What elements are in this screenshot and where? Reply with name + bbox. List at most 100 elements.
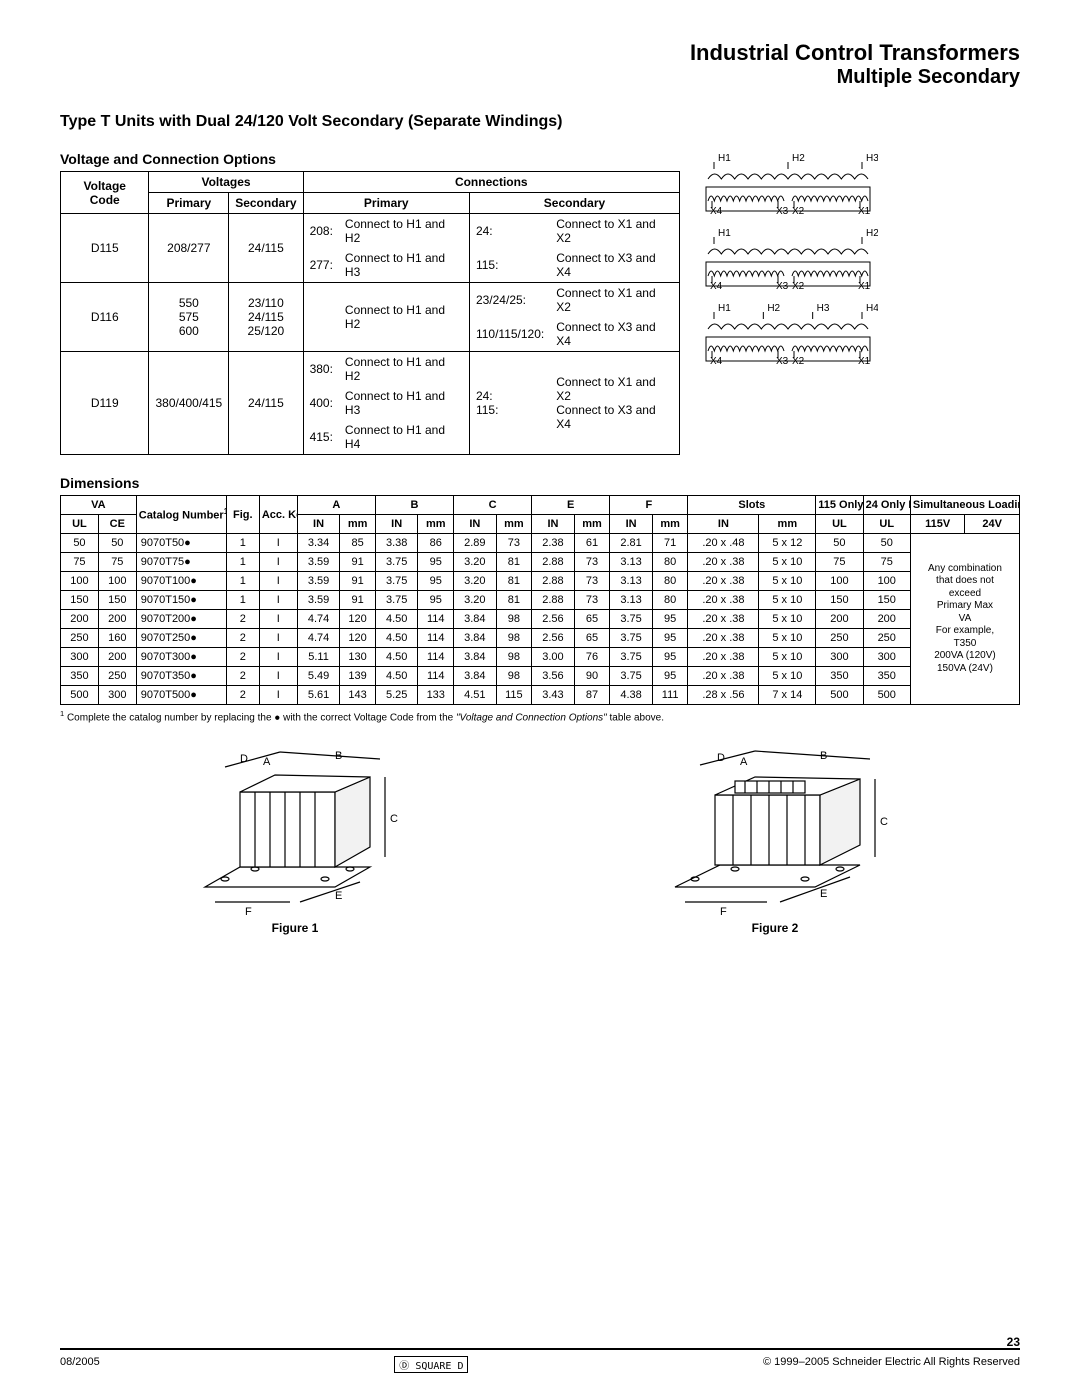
- cell: 300: [98, 686, 136, 705]
- cell: I: [259, 610, 297, 629]
- cell: 2.88: [532, 553, 575, 572]
- cell: .20 x .38: [688, 591, 759, 610]
- th: UL: [61, 515, 99, 534]
- cell: 3.75: [610, 610, 653, 629]
- cell: 81: [496, 572, 532, 591]
- cell: I: [259, 686, 297, 705]
- svg-text:H3: H3: [817, 303, 830, 314]
- winding-diagram: H1H2X4X3X2X1: [698, 226, 878, 293]
- cell: Connect to H1 and H2: [339, 214, 470, 249]
- cell: 250: [863, 629, 910, 648]
- th-text: Catalog Number: [139, 510, 224, 522]
- cell: 4.38: [610, 686, 653, 705]
- cell: I: [259, 591, 297, 610]
- svg-text:A: A: [263, 756, 271, 768]
- th: mm: [759, 515, 816, 534]
- th-primary-c: Primary: [303, 193, 469, 214]
- doc-header: Industrial Control Transformers Multiple…: [60, 40, 1020, 89]
- cell: 9070T200●: [136, 610, 226, 629]
- cell: 3.59: [297, 572, 340, 591]
- cell: 9070T75●: [136, 553, 226, 572]
- dim-footnote: 1 Complete the catalog number by replaci…: [60, 705, 1020, 723]
- cell: 9070T350●: [136, 667, 226, 686]
- cell: 65: [574, 610, 610, 629]
- cell: 143: [340, 686, 376, 705]
- cell: 114: [418, 610, 454, 629]
- cell: 9070T50●: [136, 534, 226, 553]
- table-row: 50509070T50●1I3.34853.38862.89732.38612.…: [61, 534, 1020, 553]
- cell: 3.59: [297, 553, 340, 572]
- cell: 87: [574, 686, 610, 705]
- cell: 5.49: [297, 667, 340, 686]
- cell-code: D115: [61, 214, 149, 283]
- cell: 200: [61, 610, 99, 629]
- cell: 250: [98, 667, 136, 686]
- th: mm: [418, 515, 454, 534]
- th: Acc. Key: [259, 496, 297, 534]
- th: F: [610, 496, 688, 515]
- cell: Connect to H1 and H3: [339, 386, 470, 420]
- cell: Connect to X1 and X2: [550, 283, 679, 318]
- svg-text:H2: H2: [792, 153, 805, 164]
- cell: 61: [574, 534, 610, 553]
- cell: 200: [863, 610, 910, 629]
- cell: 5 x 10: [759, 572, 816, 591]
- cell: 3.38: [375, 534, 418, 553]
- cell: .20 x .38: [688, 629, 759, 648]
- svg-text:D: D: [240, 753, 248, 765]
- cell: 250: [816, 629, 863, 648]
- th: IN: [297, 515, 340, 534]
- th: mm: [652, 515, 688, 534]
- th: Simultaneous Loading Max UL VA: [910, 496, 1019, 515]
- th: mm: [340, 515, 376, 534]
- cell: 139: [340, 667, 376, 686]
- cell: 4.50: [375, 667, 418, 686]
- cell: 85: [340, 534, 376, 553]
- cell: Connect to H1 and H4: [339, 420, 470, 455]
- cell: 95: [418, 553, 454, 572]
- figure-2: D A B C F E Figure 2: [655, 747, 895, 935]
- cell: .20 x .38: [688, 572, 759, 591]
- table-row: 5003009070T500●2I5.611435.251334.511153.…: [61, 686, 1020, 705]
- th: Slots: [688, 496, 816, 515]
- th-primary-v: Primary: [149, 193, 229, 214]
- cell-code: D116: [61, 283, 149, 352]
- cell: 110/115/120:: [469, 317, 550, 352]
- cell: Connect to X1 and X2: [550, 214, 679, 249]
- th: IN: [454, 515, 497, 534]
- cell: 1: [226, 553, 259, 572]
- cell: 75: [863, 553, 910, 572]
- cell: 73: [574, 591, 610, 610]
- cell: 73: [496, 534, 532, 553]
- cell: 3.13: [610, 591, 653, 610]
- svg-text:A: A: [740, 756, 748, 768]
- th: IN: [375, 515, 418, 534]
- cell: 2.89: [454, 534, 497, 553]
- table-row: 1001009070T100●1I3.59913.75953.20812.887…: [61, 572, 1020, 591]
- cell: 91: [340, 553, 376, 572]
- cell: 98: [496, 648, 532, 667]
- cell: 3.75: [375, 553, 418, 572]
- cell: 9070T100●: [136, 572, 226, 591]
- cell: 95: [652, 629, 688, 648]
- cell: 81: [496, 553, 532, 572]
- cell: 4.50: [375, 629, 418, 648]
- cell: 5.25: [375, 686, 418, 705]
- svg-text:H1: H1: [718, 303, 731, 314]
- cell: 5.11: [297, 648, 340, 667]
- cell: 133: [418, 686, 454, 705]
- footnote-text: table above.: [607, 712, 664, 723]
- cell: 150: [98, 591, 136, 610]
- doc-title: Industrial Control Transformers: [60, 40, 1020, 66]
- dim-wrapper: Dimensions VA Catalog Number1 Fig. Acc. …: [60, 475, 1020, 723]
- cell: 3.20: [454, 572, 497, 591]
- cell: 24:: [469, 214, 550, 249]
- cell: .20 x .48: [688, 534, 759, 553]
- cell: 1: [226, 534, 259, 553]
- cell: 3.75: [610, 629, 653, 648]
- cell: 350: [61, 667, 99, 686]
- section-title: Type T Units with Dual 24/120 Volt Secon…: [60, 113, 1020, 131]
- cell: 5 x 10: [759, 648, 816, 667]
- cell: 2: [226, 610, 259, 629]
- cell: [303, 283, 339, 352]
